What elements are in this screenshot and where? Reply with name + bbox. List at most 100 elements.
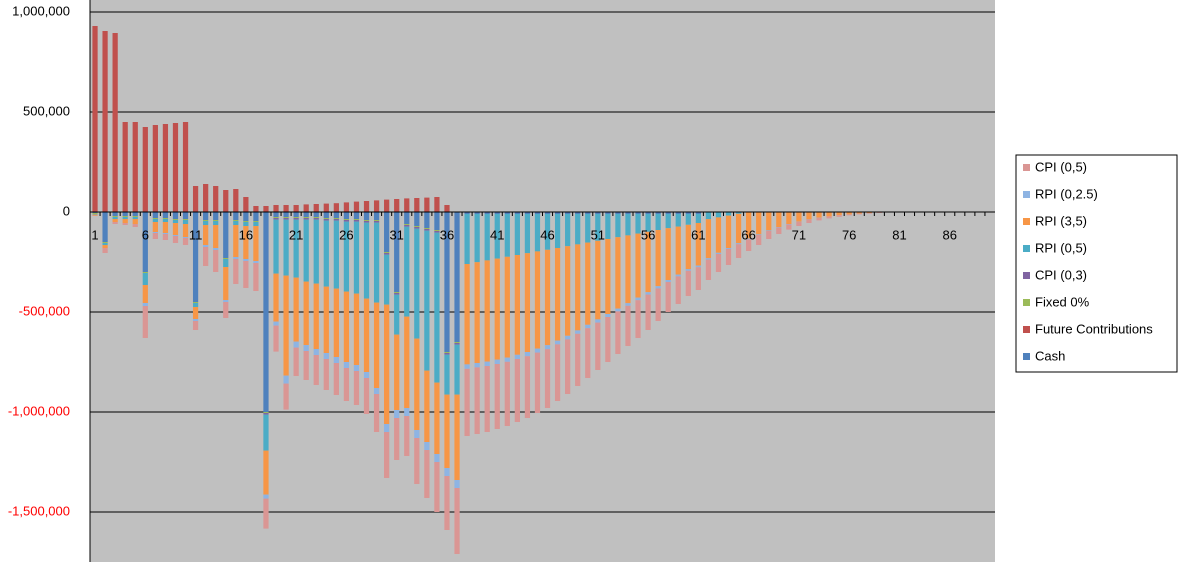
bar-segment: [354, 220, 359, 222]
legend-label: RPI (0,5): [1035, 240, 1087, 255]
bar-segment: [334, 357, 339, 363]
legend-swatch: [1023, 272, 1030, 279]
bar-segment: [475, 363, 480, 367]
bar-segment: [414, 227, 419, 229]
bar-segment: [304, 282, 309, 345]
bar-segment: [163, 219, 168, 222]
bar-segment: [324, 219, 329, 221]
bar-segment: [706, 258, 711, 259]
bar-segment: [414, 339, 419, 430]
bar-segment: [826, 216, 831, 218]
bar-segment: [193, 321, 198, 330]
bar-segment: [213, 212, 218, 220]
bar-segment: [575, 330, 580, 333]
bar-segment: [314, 217, 319, 218]
bar-segment: [656, 286, 661, 288]
bar-segment: [334, 212, 339, 218]
bar-segment: [444, 205, 449, 212]
bar-segment: [464, 369, 469, 436]
bar-segment: [686, 271, 691, 296]
bar-segment: [143, 273, 148, 285]
bar-segment: [273, 217, 278, 218]
bar-segment: [394, 295, 399, 335]
bar-segment: [334, 289, 339, 357]
x-tick-label: 71: [792, 227, 806, 242]
y-tick-label: 1,000,000: [12, 3, 70, 18]
bar-segment: [213, 250, 218, 272]
bar-segment: [424, 231, 429, 371]
bar-segment: [253, 261, 258, 263]
bar-segment: [656, 230, 661, 286]
bar-segment: [424, 198, 429, 212]
bar-segment: [595, 319, 600, 322]
bar-segment: [464, 214, 469, 264]
y-tick-label: -1,000,000: [8, 403, 70, 418]
bar-segment: [273, 205, 278, 212]
bar-segment: [153, 219, 158, 222]
legend-swatch: [1023, 245, 1030, 252]
bar-segment: [143, 127, 148, 212]
bar-segment: [123, 223, 128, 225]
bar-segment: [454, 395, 459, 480]
bar-segment: [243, 259, 248, 261]
x-tick-label: 76: [842, 227, 856, 242]
bar-segment: [213, 225, 218, 248]
bar-segment: [374, 212, 379, 220]
bar-segment: [635, 298, 640, 301]
bar-segment: [153, 212, 158, 218]
bar-segment: [384, 305, 389, 424]
x-tick-label: 36: [440, 227, 454, 242]
bar-segment: [203, 220, 208, 221]
bar-segment: [635, 214, 640, 234]
bar-segment: [424, 228, 429, 229]
bar-segment: [666, 282, 671, 312]
bar-segment: [193, 303, 198, 307]
bar-segment: [163, 218, 168, 219]
bar-segment: [444, 476, 449, 530]
bar-segment: [847, 214, 852, 215]
bar-segment: [666, 280, 671, 282]
bar-segment: [374, 200, 379, 212]
bar-segment: [173, 212, 178, 219]
bar-segment: [314, 284, 319, 349]
bar-segment: [364, 212, 369, 220]
bar-segment: [696, 214, 701, 223]
bar-segment: [384, 432, 389, 478]
bar-segment: [555, 248, 560, 341]
bar-segment: [404, 227, 409, 317]
x-tick-label: 51: [591, 227, 605, 242]
x-tick-label: 86: [943, 227, 957, 242]
legend-swatch: [1023, 326, 1030, 333]
bar-segment: [384, 252, 389, 253]
bar-segment: [384, 424, 389, 432]
bar-segment: [424, 229, 429, 231]
bar-segment: [263, 451, 268, 495]
bar-segment: [364, 378, 369, 414]
x-tick-label: 1: [91, 227, 98, 242]
bar-segment: [766, 231, 771, 239]
bar-segment: [515, 255, 520, 355]
bar-segment: [555, 214, 560, 248]
bar-segment: [253, 221, 258, 222]
bar-segment: [344, 368, 349, 401]
bar-segment: [133, 122, 138, 212]
legend-swatch: [1023, 191, 1030, 198]
bar-segment: [475, 367, 480, 434]
bar-segment: [354, 212, 359, 219]
bar-segment: [806, 212, 811, 219]
bar-segment: [102, 243, 107, 245]
bar-segment: [414, 438, 419, 484]
bar-segment: [736, 243, 741, 244]
bar-segment: [454, 212, 459, 342]
bar-segment: [344, 212, 349, 219]
bar-segment: [565, 214, 570, 246]
bar-segment: [424, 212, 429, 228]
bar-segment: [394, 199, 399, 212]
bar-segment: [223, 212, 228, 258]
x-tick-label: 11: [189, 227, 203, 242]
bar-segment: [384, 255, 389, 305]
bar-segment: [304, 351, 309, 380]
x-tick-label: 6: [142, 227, 149, 242]
bar-segment: [163, 222, 168, 233]
bar-segment: [595, 241, 600, 320]
